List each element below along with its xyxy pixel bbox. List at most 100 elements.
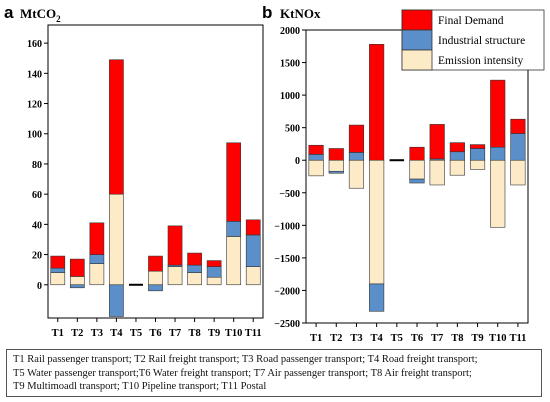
y-tick-label: 2000 xyxy=(280,26,300,37)
bar-final-demand-t7 xyxy=(429,124,445,160)
legend-label-emission-intensity: Emission intensity xyxy=(438,55,524,67)
x-tick-label-t8: T8 xyxy=(188,328,200,339)
y-tick-label: 160 xyxy=(27,39,42,50)
bar-final-demand-t3 xyxy=(348,124,365,153)
bar-final-demand-t1 xyxy=(50,255,66,269)
y-tick-label: 60 xyxy=(32,190,42,201)
x-tick-label-t1: T1 xyxy=(52,328,64,339)
bar-emission-intensity-t9 xyxy=(469,159,486,170)
x-tick-label-t2: T2 xyxy=(71,328,83,339)
panel-b-letter: b xyxy=(262,3,272,22)
bar-industrial-structure-t4 xyxy=(109,284,124,317)
bar-final-demand-t2 xyxy=(328,148,344,161)
panel-a-title-sub: 2 xyxy=(56,14,61,24)
footnote-line-2: T5 Water passenger transport;T6 Water fr… xyxy=(13,367,472,379)
y-tick-label: −1500 xyxy=(274,254,300,265)
bar-final-demand-t4 xyxy=(369,44,385,161)
x-tick-label-t8: T8 xyxy=(451,333,463,344)
x-tick-label-t7: T7 xyxy=(431,333,443,344)
bar-emission-intensity-t11 xyxy=(510,159,526,186)
bar-emission-intensity-t11 xyxy=(245,266,261,286)
x-tick-label-t11: T11 xyxy=(509,333,526,344)
bar-emission-intensity-t1 xyxy=(308,159,324,177)
bar-industrial-structure-t9 xyxy=(206,266,222,278)
bar-emission-intensity-t7 xyxy=(167,266,183,286)
bar-emission-intensity-t8 xyxy=(449,159,465,176)
bar-industrial-structure-t11 xyxy=(510,133,526,161)
bar-emission-intensity-t3 xyxy=(348,159,365,189)
bar-industrial-structure-t6 xyxy=(148,284,163,292)
bar-emission-intensity-t10 xyxy=(226,236,242,286)
legend-label-industrial-structure: Industrial structure xyxy=(438,35,525,47)
panel-b-axes: 2000 1500 1000 500 0 −500 −1000 −1500 −2000 −2500… xyxy=(274,26,529,344)
panel-a-axes: 0 20 40 60 80 100 120 140 160 T1 T2 T3 T4 T5 T6 T7 T8 T9 T… xyxy=(27,24,264,339)
bar-industrial-structure-t1 xyxy=(50,267,66,273)
x-tick-label-t4: T4 xyxy=(371,333,384,344)
bar-emission-intensity-t9 xyxy=(206,276,222,286)
bar-industrial-structure-t6 xyxy=(409,178,425,184)
bar-industrial-structure-t11 xyxy=(245,234,261,267)
bar-emission-intensity-t3 xyxy=(89,263,105,286)
panel-a-letter: a xyxy=(4,3,14,22)
legend-swatch-emission-intensity xyxy=(401,49,433,71)
x-tick-label-t5: T5 xyxy=(130,328,142,339)
y-tick-label: 1000 xyxy=(280,91,300,102)
bar-emission-intensity-t6 xyxy=(409,159,425,180)
y-tick-label: −2000 xyxy=(274,286,300,297)
y-tick-label: 80 xyxy=(32,160,42,171)
y-tick-label: 1500 xyxy=(280,59,300,70)
bar-final-demand-t9 xyxy=(469,144,486,149)
panel-b-title: KtNOx xyxy=(280,6,321,21)
bar-final-demand-t9 xyxy=(206,260,222,267)
legend-swatch-industrial-structure xyxy=(401,29,433,51)
bar-emission-intensity-t2 xyxy=(69,276,85,286)
category-footnote: T1 Rail passenger transport; T2 Rail fre… xyxy=(6,349,542,397)
bar-emission-intensity-t4 xyxy=(369,159,385,285)
bar-final-demand-t11 xyxy=(510,118,526,134)
y-tick-label: 140 xyxy=(27,69,42,80)
panel-b: b KtNOx 2000 1500 1000 500 0 −500 −1000 −1500 −2… xyxy=(262,3,545,344)
x-tick-label-t1: T1 xyxy=(310,333,322,344)
bar-final-demand-t4 xyxy=(109,59,124,195)
y-tick-label: −2500 xyxy=(274,319,300,330)
x-tick-label-t2: T2 xyxy=(330,333,342,344)
bar-industrial-structure-t3 xyxy=(348,152,365,161)
x-tick-label-t11: T11 xyxy=(245,328,262,339)
y-tick-label: 500 xyxy=(285,124,300,135)
y-tick-label: 120 xyxy=(27,100,42,111)
x-tick-label-t10: T10 xyxy=(225,328,243,339)
bar-final-demand-t10 xyxy=(226,142,242,222)
bar-emission-intensity-t1 xyxy=(50,272,66,286)
x-tick-label-t4: T4 xyxy=(110,328,123,339)
footnote-line-3: T9 Multimoadl transport; T10 Pipeline tr… xyxy=(13,381,267,392)
bar-final-demand-t3 xyxy=(89,222,105,255)
bar-final-demand-t8 xyxy=(449,142,465,153)
y-tick-label: 0 xyxy=(37,281,42,292)
x-tick-label-t7: T7 xyxy=(169,328,181,339)
x-tick-label-t3: T3 xyxy=(350,333,362,344)
bar-industrial-structure-t10 xyxy=(226,221,242,237)
x-tick-label-t10: T10 xyxy=(489,333,507,344)
legend-swatch-final-demand xyxy=(401,9,433,31)
y-tick-label: −500 xyxy=(279,189,300,200)
bar-final-demand-t6 xyxy=(148,255,163,272)
bar-final-demand-t1 xyxy=(308,144,324,155)
x-tick-label-t5: T5 xyxy=(391,333,403,344)
x-tick-label-t3: T3 xyxy=(91,328,103,339)
bar-emission-intensity-t8 xyxy=(187,272,202,286)
legend: Final Demand Industrial structure Emission… xyxy=(401,9,545,71)
panel-a: a MtCO2 0 20 40 60 80 100 120 140 160 T1 T2 T3 T4 T5 T… xyxy=(4,3,264,339)
bar-emission-intensity-t7 xyxy=(429,159,445,186)
footnote-line-1: T1 Rail passenger transport; T2 Rail fre… xyxy=(13,354,478,365)
bar-emission-intensity-t4 xyxy=(109,193,124,286)
bar-industrial-structure-t3 xyxy=(89,254,105,264)
bar-final-demand-t10 xyxy=(490,79,506,148)
x-tick-label-t9: T9 xyxy=(471,333,483,344)
bar-emission-intensity-t2 xyxy=(328,159,344,172)
bar-industrial-structure-t8 xyxy=(449,151,465,161)
bar-industrial-structure-t10 xyxy=(490,146,506,161)
bar-industrial-structure-t2 xyxy=(328,170,344,174)
panel-a-title: MtCO2 xyxy=(20,6,61,24)
bar-industrial-structure-t8 xyxy=(187,264,202,273)
